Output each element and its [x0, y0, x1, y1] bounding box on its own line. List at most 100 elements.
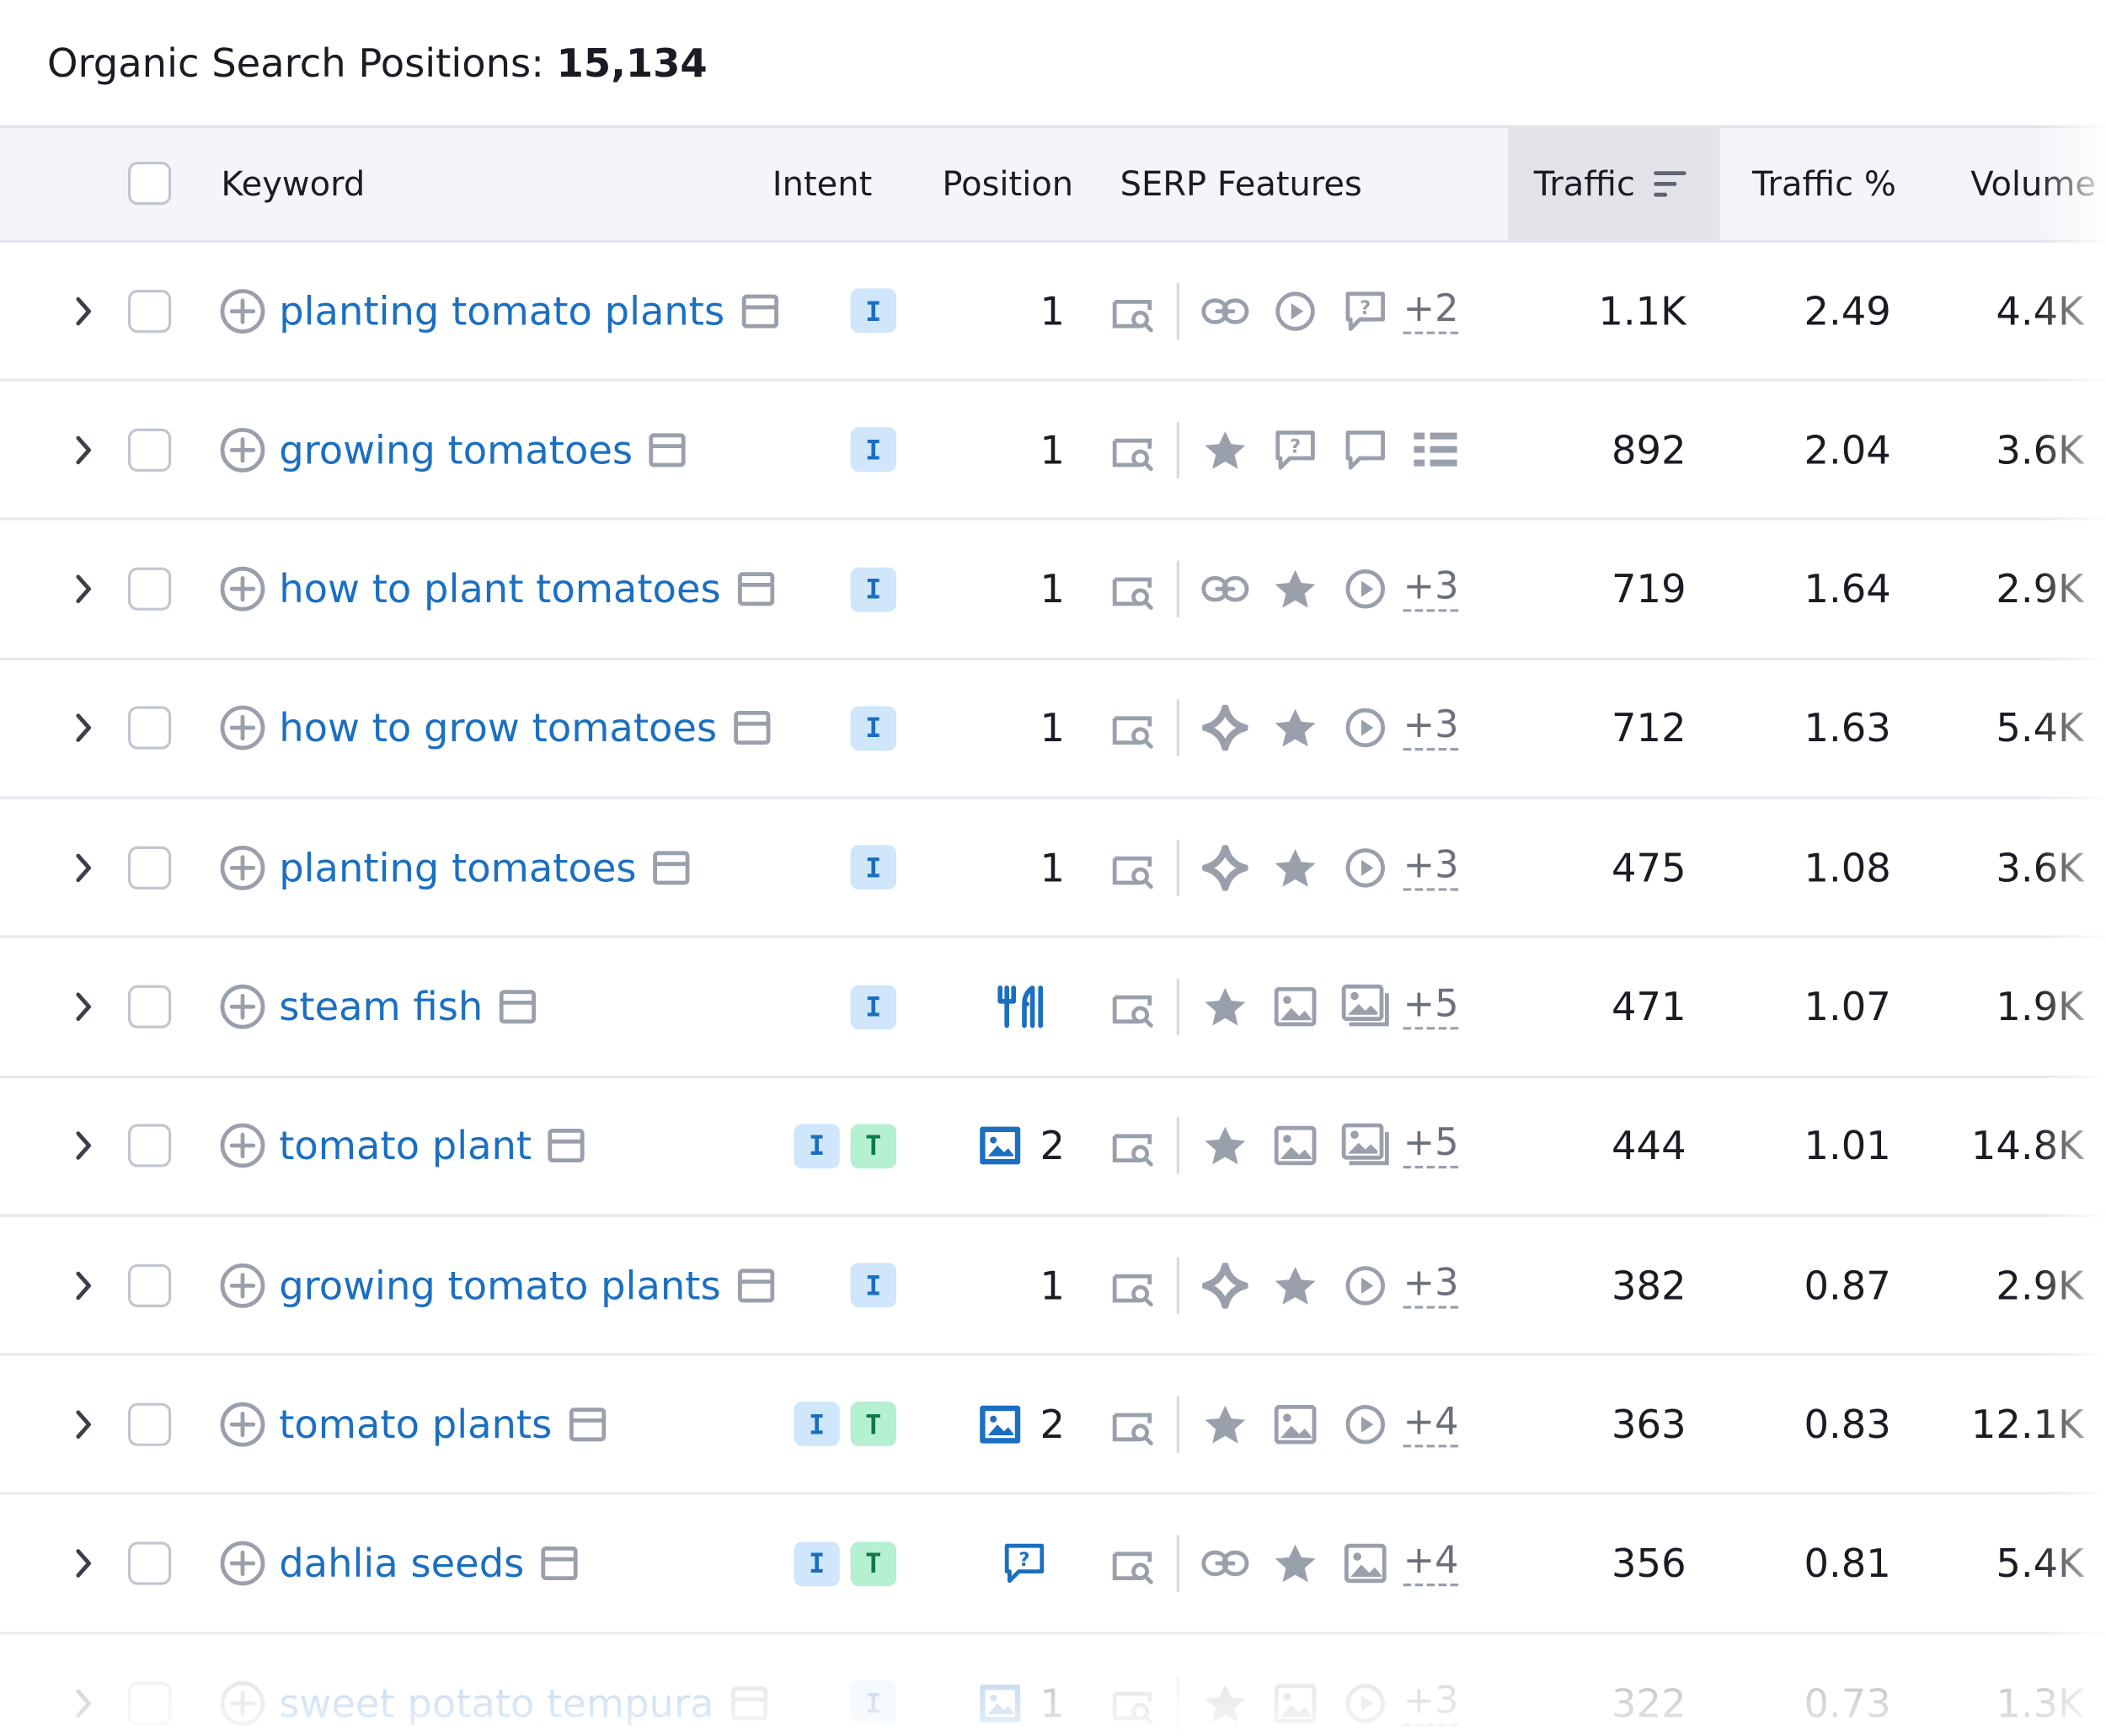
- expand-row-chevron-icon[interactable]: [67, 938, 99, 1075]
- keyword-link[interactable]: growing tomatoes: [279, 426, 633, 473]
- row-checkbox[interactable]: [128, 1541, 172, 1585]
- intent-informational-badge: I: [794, 1541, 840, 1586]
- serp-preview-icon[interactable]: [1109, 1124, 1158, 1167]
- expand-row-chevron-icon[interactable]: [67, 1496, 99, 1632]
- serp-preview-icon[interactable]: [1109, 1402, 1158, 1445]
- row-select-cell: [128, 1635, 172, 1736]
- row-checkbox[interactable]: [128, 1681, 172, 1725]
- intent-transactional-badge: T: [850, 1402, 896, 1447]
- cached-page-icon[interactable]: [500, 989, 537, 1024]
- serp-features-cell: ? +2: [1109, 243, 1476, 379]
- add-keyword-icon[interactable]: [218, 521, 267, 658]
- row-checkbox[interactable]: [128, 985, 172, 1028]
- expand-row-chevron-icon[interactable]: [67, 1635, 99, 1736]
- expand-row-chevron-icon[interactable]: [67, 1356, 99, 1493]
- column-header-keyword[interactable]: Keyword: [221, 164, 366, 204]
- column-header-traffic-pct[interactable]: Traffic %: [1752, 164, 1896, 204]
- serp-preview-icon[interactable]: [1109, 1542, 1158, 1585]
- cached-page-icon[interactable]: [649, 432, 687, 467]
- cached-page-icon[interactable]: [740, 293, 778, 329]
- keyword-cell: tomato plant: [279, 1078, 585, 1215]
- position-cell: 1: [978, 1635, 1065, 1736]
- row-checkbox[interactable]: [128, 1263, 172, 1307]
- row-checkbox[interactable]: [128, 1124, 172, 1168]
- expand-row-chevron-icon[interactable]: [67, 243, 99, 379]
- serp-preview-icon[interactable]: [1109, 428, 1158, 471]
- add-keyword-icon[interactable]: [218, 382, 267, 518]
- more-serp-features-link[interactable]: +3: [1403, 705, 1459, 751]
- row-checkbox[interactable]: [128, 707, 172, 750]
- row-checkbox[interactable]: [128, 289, 172, 333]
- more-serp-features-link[interactable]: +3: [1403, 1262, 1459, 1308]
- add-keyword-icon[interactable]: [218, 1635, 267, 1736]
- add-keyword-icon[interactable]: [218, 799, 267, 936]
- keyword-link[interactable]: growing tomato plants: [279, 1262, 721, 1308]
- volume-cell: 3.6K: [1996, 844, 2084, 891]
- more-serp-features-link[interactable]: +5: [1403, 1122, 1459, 1169]
- more-serp-features-link[interactable]: +5: [1403, 983, 1459, 1030]
- video-icon: [1330, 568, 1400, 611]
- row-checkbox[interactable]: [128, 846, 172, 889]
- cached-page-icon[interactable]: [733, 711, 771, 746]
- add-keyword-icon[interactable]: [218, 1078, 267, 1215]
- add-keyword-icon[interactable]: [218, 1496, 267, 1632]
- more-serp-features-link[interactable]: +3: [1403, 1680, 1459, 1726]
- svg-text:?: ?: [1290, 435, 1301, 457]
- ai-overview-icon: [1190, 844, 1260, 891]
- table-row: how to plant tomatoes I 1 +3 719 1.64 2.9K: [0, 521, 2106, 660]
- expand-row-chevron-icon[interactable]: [67, 1217, 99, 1354]
- column-header-position[interactable]: Position: [942, 164, 1074, 204]
- serp-preview-icon[interactable]: [1109, 1263, 1158, 1306]
- intent-informational-badge: I: [850, 845, 896, 890]
- add-keyword-icon[interactable]: [218, 938, 267, 1075]
- intent-cell: I: [850, 660, 896, 797]
- row-checkbox[interactable]: [128, 1402, 172, 1446]
- select-all-checkbox[interactable]: [128, 162, 172, 206]
- keyword-link[interactable]: dahlia seeds: [279, 1541, 525, 1587]
- more-serp-features-link[interactable]: +3: [1403, 565, 1459, 612]
- row-checkbox[interactable]: [128, 428, 172, 472]
- serp-preview-icon[interactable]: [1109, 289, 1158, 332]
- cached-page-icon[interactable]: [569, 1407, 607, 1442]
- keyword-link[interactable]: sweet potato tempura: [279, 1680, 714, 1726]
- add-keyword-icon[interactable]: [218, 1356, 267, 1493]
- keyword-link[interactable]: tomato plants: [279, 1401, 553, 1448]
- cached-page-icon[interactable]: [737, 1268, 775, 1303]
- cached-page-icon[interactable]: [730, 1685, 768, 1721]
- more-serp-features-link[interactable]: +2: [1403, 287, 1459, 334]
- column-header-volume[interactable]: Volume: [1970, 164, 2096, 204]
- video-icon: [1330, 846, 1400, 889]
- expand-row-chevron-icon[interactable]: [67, 521, 99, 658]
- add-keyword-icon[interactable]: [218, 1217, 267, 1354]
- keyword-link[interactable]: tomato plant: [279, 1123, 532, 1169]
- add-keyword-icon[interactable]: [218, 243, 267, 379]
- column-header-traffic[interactable]: Traffic: [1534, 128, 1689, 240]
- serp-divider: [1176, 839, 1179, 896]
- serp-preview-icon[interactable]: [1109, 1681, 1158, 1724]
- keyword-link[interactable]: planting tomatoes: [279, 844, 637, 891]
- expand-row-chevron-icon[interactable]: [67, 660, 99, 797]
- serp-preview-icon[interactable]: [1109, 568, 1158, 611]
- add-keyword-icon[interactable]: [218, 660, 267, 797]
- serp-preview-icon[interactable]: [1109, 846, 1158, 889]
- cached-page-icon[interactable]: [737, 572, 775, 607]
- expand-row-chevron-icon[interactable]: [67, 1078, 99, 1215]
- row-checkbox[interactable]: [128, 567, 172, 611]
- cached-page-icon[interactable]: [653, 850, 691, 885]
- keyword-link[interactable]: how to plant tomatoes: [279, 566, 721, 612]
- keyword-link[interactable]: steam fish: [279, 984, 484, 1030]
- more-serp-features-link[interactable]: +4: [1403, 1540, 1459, 1587]
- column-header-serp-features[interactable]: SERP Features: [1120, 164, 1362, 204]
- serp-preview-icon[interactable]: [1109, 986, 1158, 1028]
- cached-page-icon[interactable]: [548, 1129, 585, 1164]
- expand-row-chevron-icon[interactable]: [67, 382, 99, 518]
- expand-row-chevron-icon[interactable]: [67, 799, 99, 936]
- keyword-link[interactable]: how to grow tomatoes: [279, 705, 718, 751]
- column-header-intent[interactable]: Intent: [772, 164, 873, 204]
- more-serp-features-link[interactable]: +4: [1403, 1401, 1459, 1448]
- more-serp-features-link[interactable]: +3: [1403, 844, 1459, 891]
- keyword-link[interactable]: planting tomato plants: [279, 287, 725, 334]
- serp-divider: [1176, 978, 1179, 1035]
- serp-preview-icon[interactable]: [1109, 707, 1158, 750]
- cached-page-icon[interactable]: [541, 1546, 579, 1582]
